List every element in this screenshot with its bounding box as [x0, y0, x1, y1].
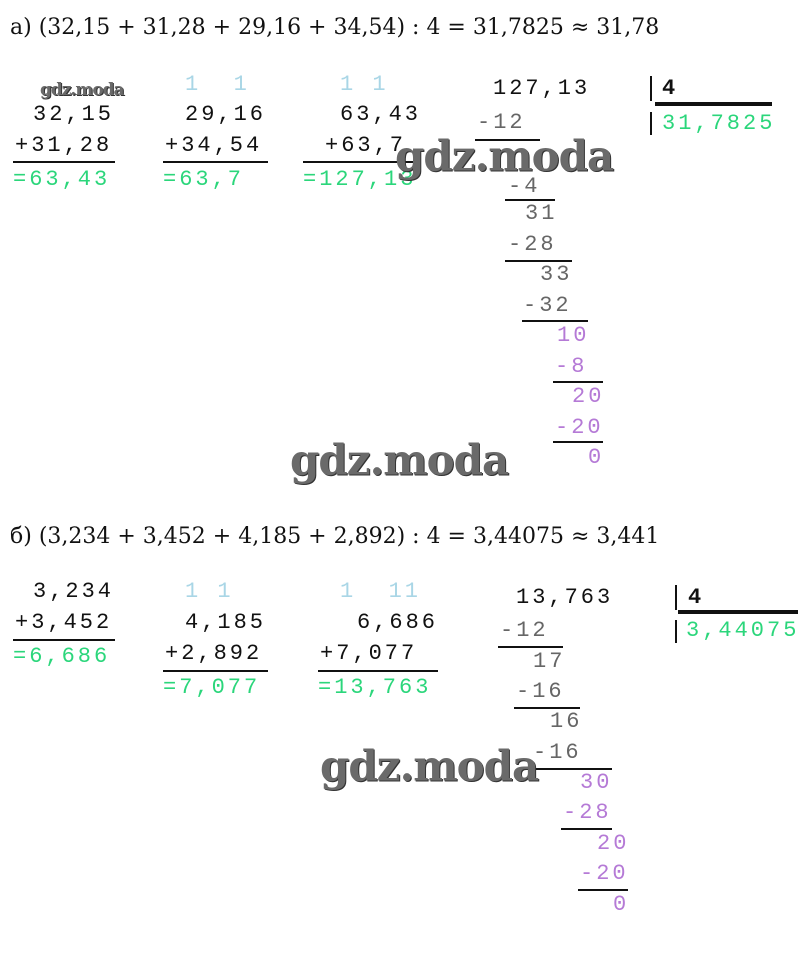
rule-line	[505, 199, 555, 201]
division-bar	[675, 620, 677, 643]
division-step: -8	[555, 354, 588, 379]
carry-digits: 1 1	[185, 72, 250, 97]
division-step: -28	[563, 800, 612, 825]
rule-line	[13, 639, 115, 641]
rule-line	[498, 646, 563, 648]
division-step: -16	[516, 679, 565, 704]
expression-a: а) (32,15 + 31,28 + 29,16 + 34,54) : 4 =…	[10, 15, 660, 40]
division-step: -12	[500, 618, 549, 643]
watermark-logo: gdz.moda	[395, 131, 614, 181]
division-bar	[650, 76, 652, 101]
watermark-logo: gdz.moda	[290, 435, 509, 485]
dividend: 13,763	[516, 585, 614, 610]
division-step: 10	[557, 323, 590, 348]
division-step: -20	[555, 415, 604, 440]
addend-top: 4,185	[185, 610, 267, 635]
rule-line	[303, 161, 420, 163]
rule-line	[655, 102, 772, 106]
addend-bottom: +34,54	[165, 133, 263, 158]
addend-top: 63,43	[340, 102, 422, 127]
rule-line	[531, 768, 612, 770]
carry-digits: 1 11	[340, 579, 422, 604]
sum-result: =13,763	[318, 675, 432, 700]
rule-line	[578, 889, 628, 891]
rule-line	[505, 260, 572, 262]
sum-result: =63,43	[13, 167, 111, 192]
watermark-logo: gdz.moda	[40, 80, 125, 100]
division-step: 0	[613, 892, 630, 917]
carry-digits: 1 1	[185, 579, 234, 604]
sum-result: =63,7	[163, 167, 245, 192]
divisor: 4	[688, 585, 705, 610]
division-step: 16	[550, 709, 583, 734]
rule-line	[522, 320, 588, 322]
addend-bottom: +7,077	[320, 641, 418, 666]
addend-bottom: +63,7	[325, 133, 407, 158]
division-step: 20	[597, 831, 630, 856]
addend-top: 3,234	[33, 579, 115, 604]
division-step: 0	[588, 445, 605, 470]
division-step: 30	[580, 770, 613, 795]
division-step: -12	[477, 110, 526, 135]
division-step: -16	[533, 740, 582, 765]
addend-top: 32,15	[33, 102, 115, 127]
quotient: 31,7825	[662, 111, 776, 136]
rule-line	[318, 670, 438, 672]
rule-line	[553, 441, 603, 443]
addend-bottom: +3,452	[15, 610, 113, 635]
addend-bottom: +31,28	[15, 133, 113, 158]
rule-line	[514, 707, 580, 709]
division-step: 20	[572, 384, 605, 409]
division-step: -20	[580, 861, 629, 886]
carry-digits: 1 1	[340, 72, 389, 97]
rule-line	[163, 161, 268, 163]
watermark-logo: gdz.moda	[320, 741, 539, 791]
division-step: -32	[523, 293, 572, 318]
addend-top: 6,686	[357, 610, 439, 635]
sum-result: =6,686	[13, 644, 111, 669]
division-step: 31	[525, 201, 558, 226]
rule-line	[163, 670, 268, 672]
quotient: 3,44075	[686, 618, 800, 643]
sum-result: =7,077	[163, 675, 261, 700]
division-step: -4	[508, 174, 541, 199]
division-step: -28	[508, 232, 557, 257]
rule-line	[13, 161, 115, 163]
division-step: 33	[540, 262, 573, 287]
rule-line	[561, 828, 612, 830]
divisor: 4	[662, 76, 679, 101]
rule-line	[475, 139, 540, 141]
sum-result: =127,13	[303, 167, 417, 192]
division-bar	[675, 585, 677, 610]
division-step: 17	[533, 649, 566, 674]
addend-bottom: +2,892	[165, 641, 263, 666]
dividend: 127,13	[493, 76, 591, 101]
expression-b: б) (3,234 + 3,452 + 4,185 + 2,892) : 4 =…	[10, 524, 660, 549]
addend-top: 29,16	[185, 102, 267, 127]
rule-line	[678, 610, 798, 614]
rule-line	[553, 381, 603, 383]
division-bar	[650, 112, 652, 135]
